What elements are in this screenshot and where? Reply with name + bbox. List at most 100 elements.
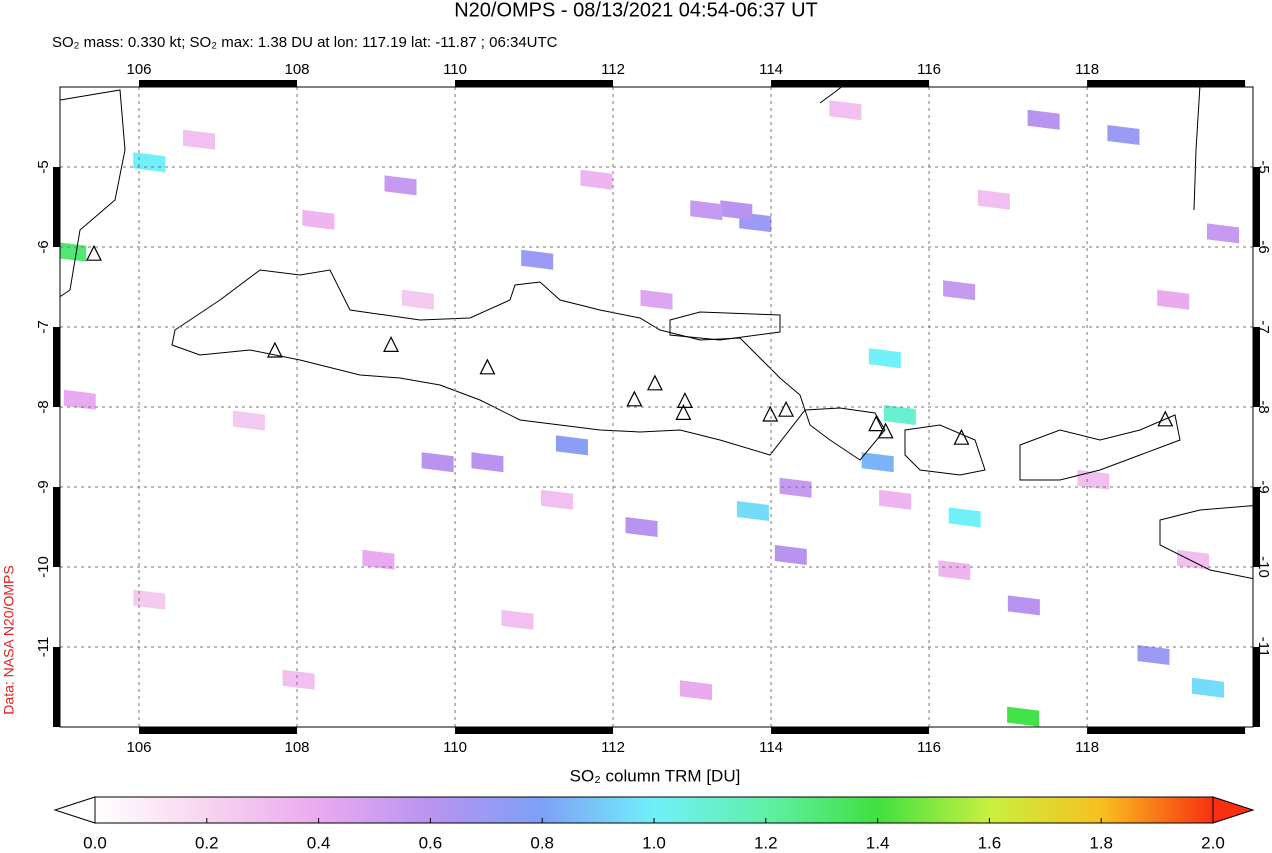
so2-pixel: [421, 452, 454, 473]
volcano: [953, 428, 970, 445]
frame-block: [771, 80, 930, 87]
frame-block: [771, 727, 930, 734]
y-tick-label-left: -11: [35, 637, 52, 658]
y-tick-label-left: -10: [35, 556, 52, 578]
frame-block: [1253, 647, 1260, 727]
so2-pixel: [1206, 223, 1239, 244]
coast-flores: [1193, 87, 1201, 211]
x-tick-label-top: 108: [285, 61, 310, 78]
so2-pixel: [1077, 469, 1110, 490]
volcano: [877, 422, 894, 439]
so2-pixel: [1137, 645, 1170, 665]
colorbar-under: [53, 796, 96, 824]
x-tick-label-top: 114: [759, 61, 783, 78]
colorbar-tick-label: 1.0: [642, 833, 666, 852]
so2-pixel: [829, 100, 862, 121]
volcano: [266, 341, 283, 358]
so2-pixel: [401, 289, 434, 310]
frame-block: [1253, 327, 1260, 407]
so2-pixel: [555, 435, 588, 456]
so2-pixel: [302, 209, 335, 230]
so2-pixel: [540, 489, 573, 510]
frame-block: [455, 80, 614, 87]
so2-pixel: [1007, 595, 1040, 616]
frame-block: [1253, 167, 1260, 247]
so2-pixel: [501, 609, 534, 630]
y-tick-label-left: -9: [35, 480, 52, 493]
so2-pixel: [774, 545, 807, 565]
frame-block: [53, 327, 60, 407]
so2-pixel: [625, 517, 658, 537]
so2-pixel: [384, 175, 417, 196]
frame-block: [139, 80, 298, 87]
so2-pixel: [133, 152, 166, 173]
x-tick-label-bottom: 106: [126, 739, 151, 756]
volcano: [626, 390, 643, 407]
x-tick-label-bottom: 110: [443, 739, 467, 756]
volcano: [646, 374, 663, 391]
coast-sumba: [1159, 505, 1253, 580]
frame-block: [1087, 80, 1246, 87]
frame-block: [53, 167, 60, 247]
so2-pixel: [736, 501, 769, 521]
so2-pixel: [63, 389, 96, 410]
so2-pixel: [948, 507, 981, 528]
volcano: [778, 400, 795, 417]
so2-pixel: [282, 669, 315, 690]
x-tick-label-bottom: 116: [917, 739, 941, 756]
frame-block: [139, 727, 298, 734]
volcano: [762, 405, 779, 422]
colorbar-tick-label: 2.0: [1201, 833, 1225, 852]
so2-pixel: [521, 249, 554, 270]
coast-sumbawa: [1019, 414, 1181, 481]
so2-pixel: [133, 589, 166, 610]
x-tick-label-bottom: 108: [285, 739, 310, 756]
y-tick-label-left: -8: [35, 400, 52, 413]
coast-madura: [669, 311, 781, 341]
colorbar-tick-label: 0.0: [83, 833, 107, 852]
so2-pixel: [868, 348, 901, 369]
so2-pixel: [1191, 677, 1224, 698]
so2-pixel: [640, 289, 673, 310]
volcano: [675, 404, 692, 420]
so2-pixel: [861, 452, 894, 473]
coast-sumatra: [60, 89, 126, 298]
so2-pixel: [183, 129, 216, 150]
volcano: [479, 358, 496, 375]
coast-lombok: [904, 424, 986, 476]
chart-title: N20/OMPS - 08/13/2021 04:54-06:37 UT: [454, 0, 818, 21]
frame-block: [455, 727, 614, 734]
so2-pixel: [1007, 706, 1040, 727]
so2-pixel: [1027, 109, 1060, 130]
so2-pixel: [720, 200, 753, 221]
x-tick-label-top: 112: [601, 61, 625, 78]
so2-pixel: [938, 560, 971, 581]
volcano: [676, 392, 693, 408]
colorbar-tick-label: 0.8: [530, 833, 554, 852]
volcano: [86, 244, 102, 261]
so2-pixel: [883, 405, 916, 425]
coast-bali: [804, 407, 886, 461]
frame-block: [53, 487, 60, 567]
so2-pixel: [1176, 549, 1209, 570]
volcano: [383, 336, 400, 352]
colorbar: 0.0 0.2 0.4 0.6 0.8 1.0 1.2 1.4 1.6 1.8 2.0: [53, 796, 1255, 852]
x-tick-label-bottom: 114: [759, 739, 783, 756]
so2-pixel: [779, 477, 812, 498]
x-tick-label-top: 118: [1075, 61, 1099, 78]
so2-pixels: [60, 100, 1239, 727]
so2-pixel: [690, 200, 723, 221]
subtitle: SO₂ mass: 0.330 kt; SO₂ max: 1.38 DU at …: [52, 34, 558, 51]
source-label: Data: NASA N20/OMPS: [1, 565, 17, 714]
so2-pixel: [471, 452, 504, 473]
x-tick-label-bottom: 118: [1075, 739, 1099, 756]
so2-pixel: [977, 189, 1010, 210]
frame-block: [1253, 487, 1260, 567]
so2-pixel: [60, 242, 87, 262]
x-tick-label-top: 110: [443, 61, 467, 78]
so2-pixel: [1107, 125, 1140, 145]
frame-block: [53, 647, 60, 727]
y-tick-label-left: -7: [35, 320, 52, 333]
